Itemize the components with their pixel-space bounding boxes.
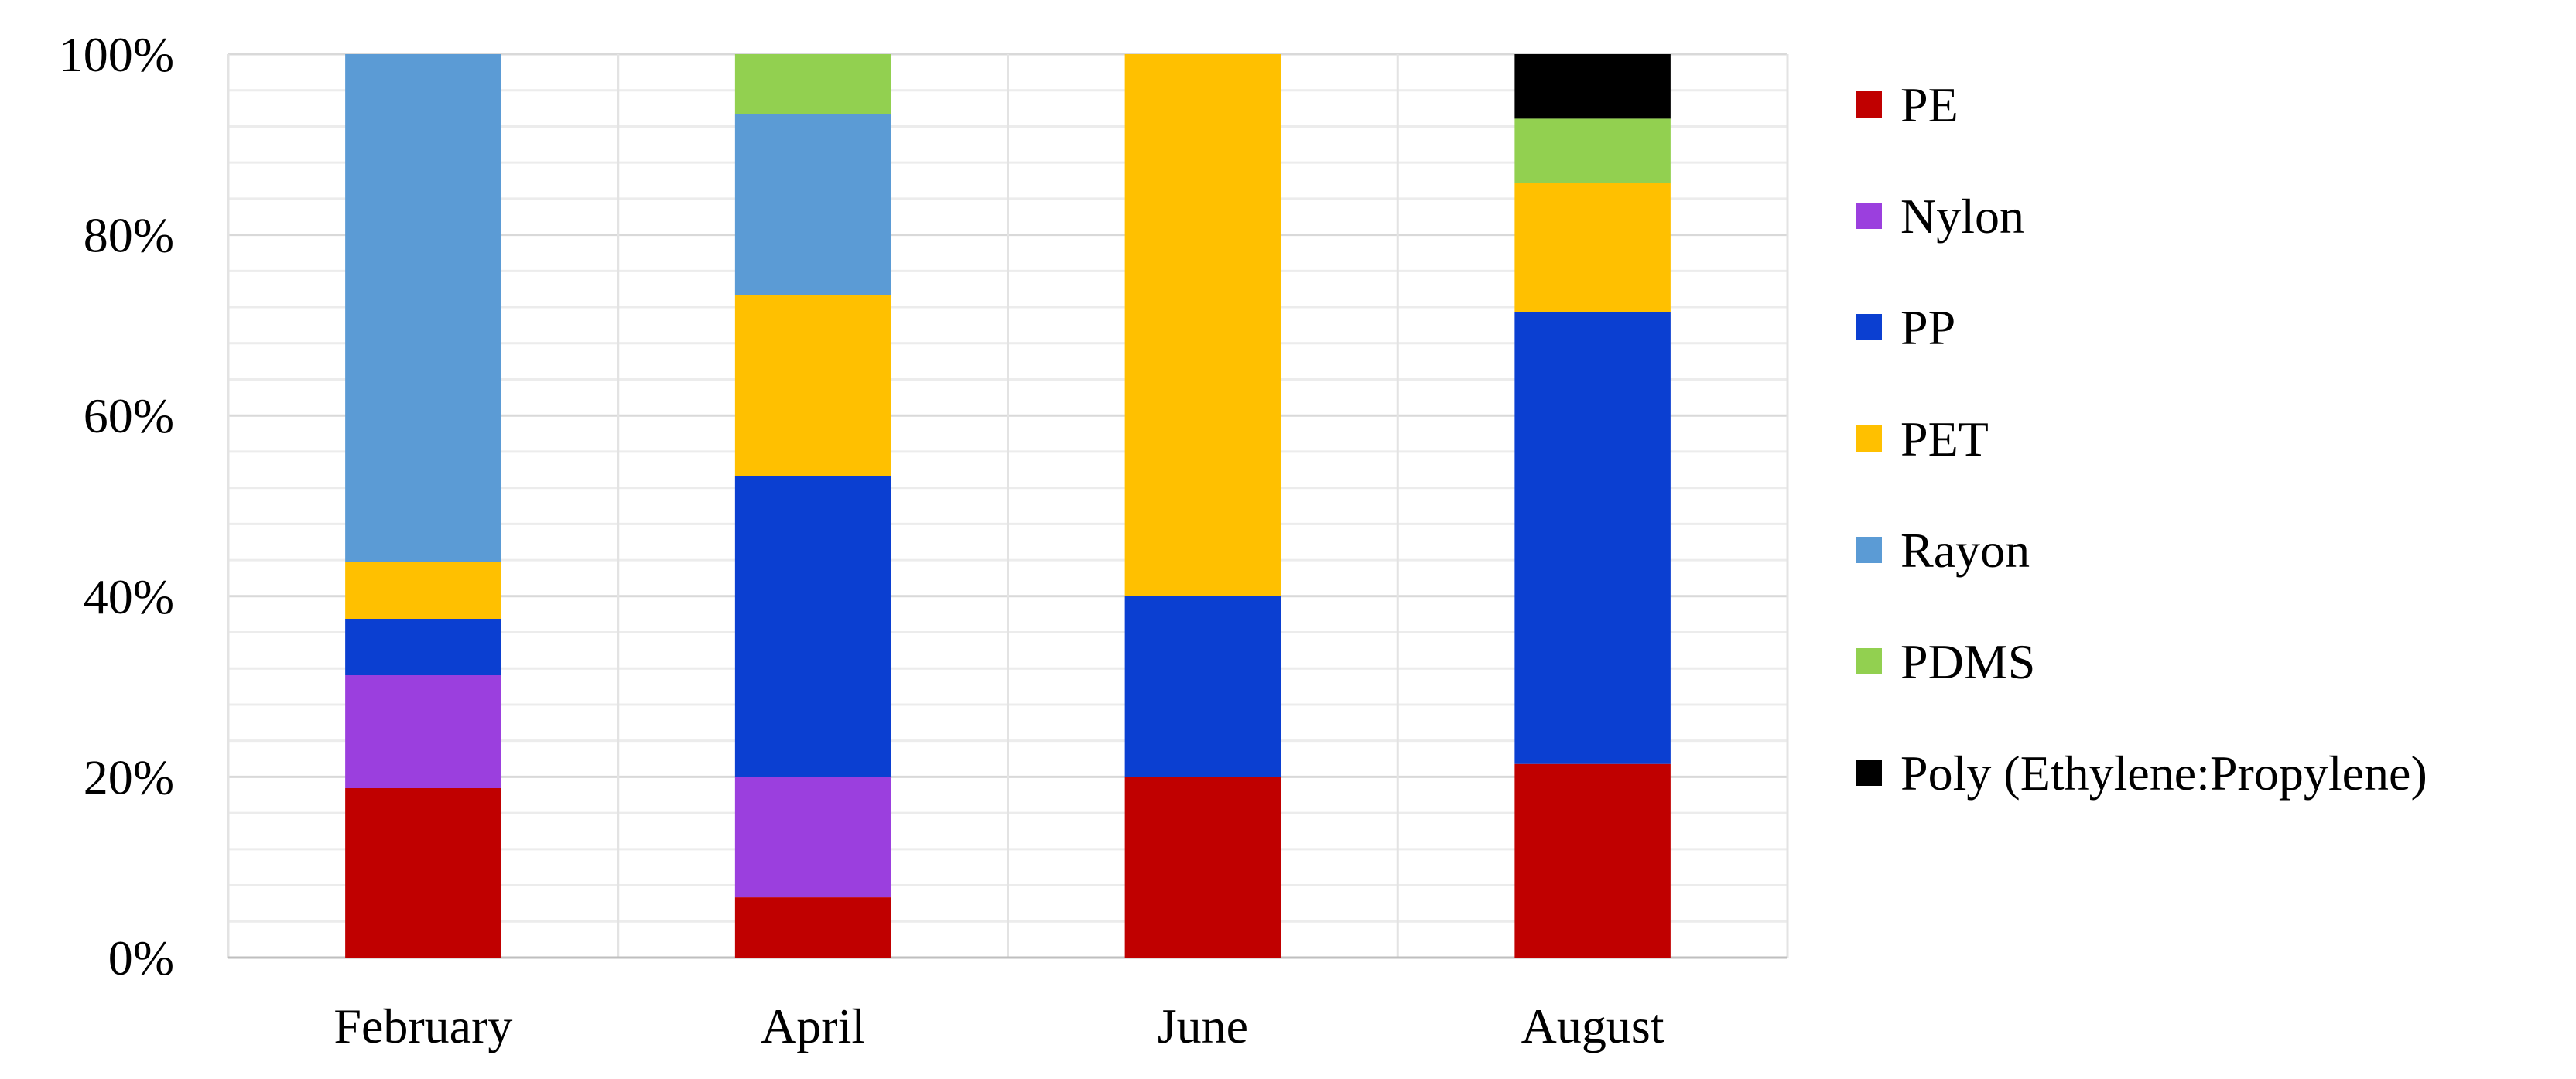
bar-segment: [345, 619, 501, 675]
y-tick-label: 80%: [84, 208, 174, 263]
legend-swatch: [1856, 203, 1882, 229]
legend-label: PET: [1900, 411, 1989, 466]
legend-label: Rayon: [1900, 523, 2030, 578]
legend-swatch: [1856, 648, 1882, 674]
bar-segment: [1124, 54, 1281, 596]
legend-swatch: [1856, 537, 1882, 563]
legend-label: Poly (Ethylene:Propylene): [1900, 746, 2427, 801]
bar-segment: [734, 777, 891, 898]
y-tick-label: 0%: [108, 930, 174, 985]
bar-segment: [1514, 118, 1671, 183]
bar-segment: [1514, 763, 1671, 958]
bar-segment: [734, 114, 891, 295]
bars: [345, 54, 1671, 958]
legend-label: PE: [1900, 77, 1959, 132]
legend-swatch: [1856, 314, 1882, 340]
bar-segment: [1514, 312, 1671, 764]
bar-segment: [1124, 596, 1281, 777]
bar-segment: [1514, 54, 1671, 119]
bar-segment: [345, 562, 501, 619]
legend-label: Nylon: [1900, 189, 2024, 244]
legend-swatch: [1856, 760, 1882, 786]
bar-segment: [345, 675, 501, 788]
x-category-label: February: [334, 999, 512, 1053]
legend-swatch: [1856, 425, 1882, 452]
bar-segment: [1124, 777, 1281, 958]
x-category-label: April: [761, 999, 865, 1053]
legend: PE Nylon PP PET Rayon PDMS Poly (Ethylene:Prop…: [1856, 77, 2427, 801]
legend-label: PDMS: [1900, 634, 2035, 689]
y-tick-label: 60%: [84, 388, 174, 443]
bar-segment: [345, 54, 501, 562]
x-category-label: August: [1521, 999, 1664, 1053]
bar-segment: [345, 788, 501, 958]
bar-segment: [734, 54, 891, 114]
bar-segment: [1514, 183, 1671, 312]
bar-segment: [734, 476, 891, 777]
x-axis: February April June August: [334, 999, 1664, 1053]
y-tick-label: 20%: [84, 749, 174, 804]
bar-segment: [734, 897, 891, 958]
x-category-label: June: [1158, 999, 1248, 1053]
y-axis: 0% 20% 40% 60% 80% 100%: [59, 27, 1787, 985]
y-tick-label: 40%: [84, 569, 174, 624]
legend-label: PP: [1900, 300, 1955, 355]
y-tick-label: 100%: [59, 27, 174, 82]
legend-swatch: [1856, 91, 1882, 118]
bar-segment: [734, 295, 891, 476]
